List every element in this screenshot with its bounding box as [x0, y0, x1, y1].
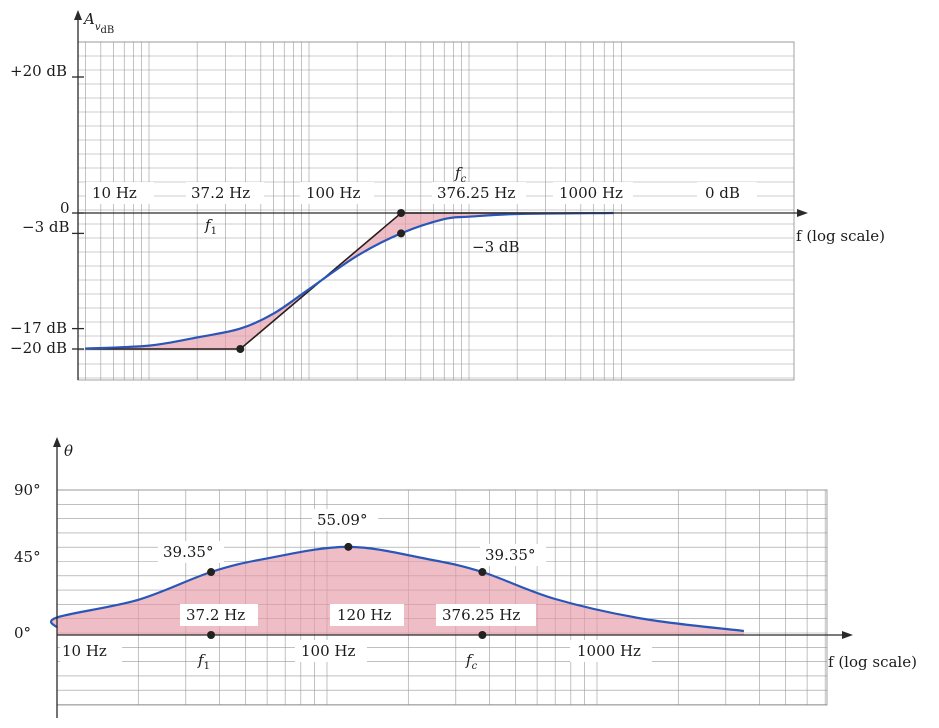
- f1-frequency-label: 37.2 Hz: [186, 606, 245, 624]
- point-label-peak-angle: 55.09°: [317, 511, 367, 529]
- f1-asymptote-point: [236, 345, 245, 353]
- x-tick-label: 100 Hz: [306, 184, 360, 202]
- magnitude-asymptote-line: [85, 212, 614, 350]
- frequency-axis-point: [207, 631, 216, 639]
- phase-plot: θ 90° 45° 0° 10 Hz 100 Hz 1000 Hz 37.2 H…: [14, 437, 917, 718]
- label-background: [186, 182, 264, 204]
- phase-points: [207, 542, 487, 639]
- point-label-fc-angle: 39.35°: [485, 546, 535, 564]
- zero-db-label: 0 dB: [705, 184, 740, 202]
- magnitude-x-axis-arrow: [797, 209, 808, 217]
- label-background: [158, 541, 224, 563]
- x-tick-label: 37.2 Hz: [191, 184, 250, 202]
- magnitude-error-shading: [85, 213, 614, 349]
- label-background: [436, 604, 536, 626]
- x-tick-label: 100 Hz: [301, 642, 355, 660]
- phase-y-axis-label: θ: [64, 442, 73, 460]
- y-tick-label: −20 dB: [10, 339, 67, 357]
- label-background: [60, 640, 122, 662]
- phase-x-axis-arrow: [842, 631, 853, 639]
- magnitude-y-ticks: [72, 76, 84, 350]
- x-tick-label: 10 Hz: [62, 642, 107, 660]
- magnitude-plot-frame: [77, 41, 795, 381]
- label-background: [697, 182, 757, 204]
- y-tick-label: 0: [60, 199, 70, 217]
- phase-response-curve: [49, 545, 745, 633]
- x-tick-label: 10 Hz: [92, 184, 137, 202]
- x-tick-label: 1000 Hz: [577, 642, 641, 660]
- minus-3db-point: [397, 229, 406, 238]
- magnitude-response-curve: [85, 211, 614, 350]
- label-background: [312, 509, 378, 531]
- label-background: [86, 182, 154, 204]
- f1-label: f1: [204, 216, 217, 237]
- phase-x-axis-label: f (log scale): [828, 653, 917, 671]
- peak-frequency-label: 120 Hz: [337, 606, 391, 624]
- label-background: [480, 544, 546, 566]
- y-tick-label: 0°: [14, 624, 31, 642]
- magnitude-plot: AvdB +20 dB 0 −3 dB −17 dB −20 dB 10 Hz …: [10, 10, 885, 381]
- fc-label: fc: [454, 164, 467, 185]
- y-tick-label: −17 dB: [10, 319, 67, 337]
- f1-label: f1: [197, 651, 210, 672]
- label-background: [300, 182, 374, 204]
- fc-frequency-label: 376.25 Hz: [442, 606, 520, 624]
- phase-data-point: [344, 542, 353, 551]
- phase-data-point: [207, 568, 216, 577]
- y-tick-label: 90°: [14, 481, 41, 499]
- label-background: [330, 604, 404, 626]
- label-background: [180, 604, 258, 626]
- y-tick-label: −3 dB: [22, 218, 70, 236]
- magnitude-grid: [78, 41, 794, 380]
- minus-3db-label: −3 dB: [472, 238, 520, 256]
- label-background: [553, 182, 633, 204]
- label-background: [570, 640, 652, 662]
- y-tick-label: +20 dB: [10, 62, 67, 80]
- magnitude-x-axis-label: f (log scale): [796, 227, 885, 245]
- point-label-f1-angle: 39.35°: [163, 543, 213, 561]
- fc-asymptote-point: [397, 209, 406, 217]
- phase-data-point: [478, 568, 487, 577]
- label-background: [295, 640, 367, 662]
- phase-y-axis-arrow: [53, 437, 61, 447]
- magnitude-y-axis-arrow: [74, 10, 82, 20]
- frequency-axis-point: [478, 631, 487, 639]
- fc-label: fc: [465, 651, 478, 672]
- x-tick-label: 376.25 Hz: [437, 184, 515, 202]
- y-tick-label: 45°: [14, 548, 41, 566]
- label-background: [432, 182, 526, 204]
- magnitude-y-axis-label: AvdB: [82, 10, 114, 36]
- x-tick-label: 1000 Hz: [559, 184, 623, 202]
